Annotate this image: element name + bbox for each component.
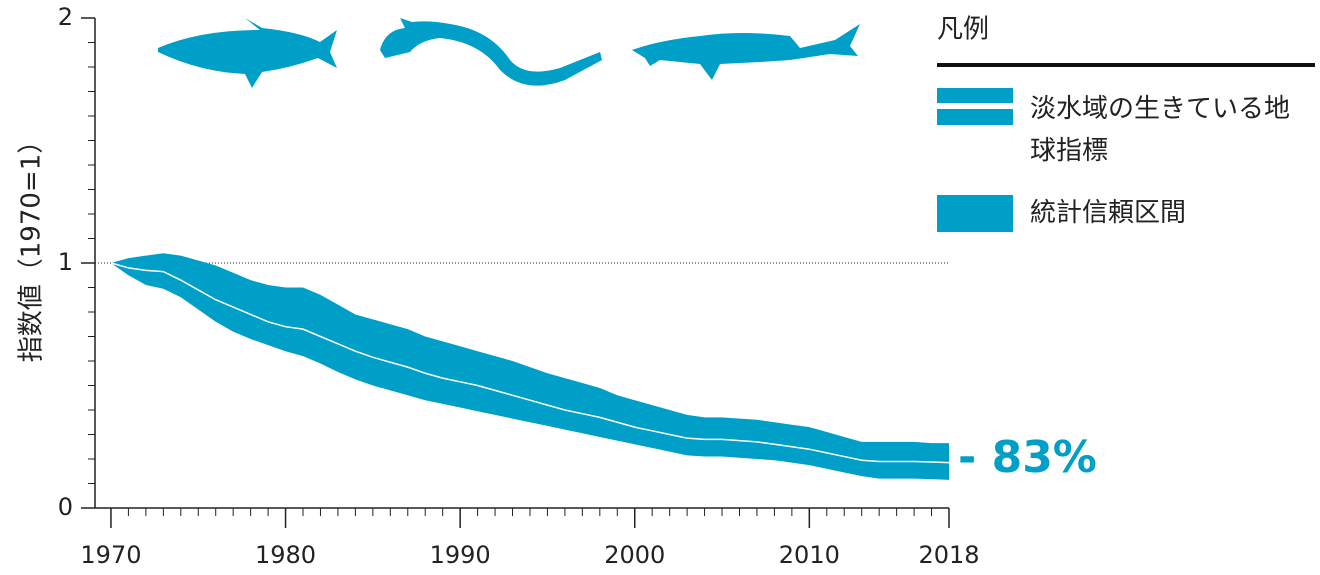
legend-rule xyxy=(937,63,1315,67)
x-tick-label: 1970 xyxy=(80,541,141,569)
sturgeon-icon xyxy=(632,24,860,80)
animal-silhouettes xyxy=(158,18,860,88)
legend-label: 統計信頼区間 xyxy=(1030,198,1187,228)
legend-label: 淡水域の生きている地球指標 xyxy=(1030,94,1291,166)
x-tick-label: 2018 xyxy=(918,541,979,569)
legend-swatch xyxy=(937,195,1013,232)
x-tick-label: 2000 xyxy=(604,541,665,569)
annotation: - 83% xyxy=(958,432,1097,483)
y-axis-label: 指数値（1970=1） xyxy=(17,128,47,363)
legend-swatch-line xyxy=(937,103,1013,109)
y-tick-label: 0 xyxy=(58,493,73,521)
index-line xyxy=(110,262,950,464)
x-tick-label: 1980 xyxy=(255,541,316,569)
fish-icon xyxy=(158,18,337,88)
x-tick-label: 2010 xyxy=(779,541,840,569)
legend-title: 凡例 xyxy=(937,15,989,45)
y-tick-label: 1 xyxy=(58,248,73,276)
x-tick-label: 1990 xyxy=(430,541,491,569)
eel-icon xyxy=(380,18,602,86)
y-tick-label: 2 xyxy=(58,3,73,31)
confidence-band xyxy=(110,253,950,480)
